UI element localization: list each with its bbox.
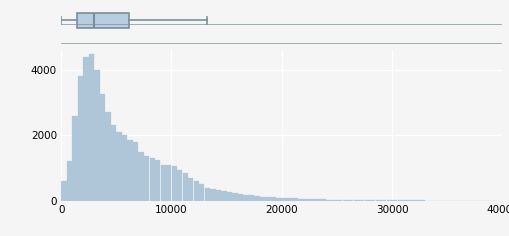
Bar	[370, 200, 375, 201]
Bar	[248, 195, 253, 201]
Bar	[358, 200, 364, 201]
Bar	[353, 200, 358, 201]
Bar	[67, 161, 72, 201]
Bar	[177, 169, 182, 201]
Bar	[254, 196, 259, 201]
PathPatch shape	[76, 13, 129, 28]
Bar	[215, 190, 220, 201]
Bar	[315, 199, 320, 201]
Bar	[94, 70, 100, 201]
Bar	[204, 188, 210, 201]
Bar	[303, 199, 308, 201]
Bar	[193, 181, 199, 201]
Bar	[72, 116, 77, 201]
Bar	[342, 200, 347, 201]
Bar	[347, 200, 353, 201]
Bar	[287, 198, 292, 201]
Bar	[210, 189, 215, 201]
Bar	[386, 200, 391, 201]
Bar	[89, 54, 94, 201]
Bar	[281, 198, 287, 201]
Bar	[110, 126, 116, 201]
Bar	[380, 200, 386, 201]
Bar	[270, 197, 276, 201]
Bar	[276, 198, 281, 201]
Bar	[188, 178, 193, 201]
Bar	[83, 57, 89, 201]
Bar	[127, 140, 132, 201]
Bar	[61, 181, 67, 201]
Bar	[325, 200, 331, 201]
Bar	[171, 166, 177, 201]
Bar	[336, 200, 342, 201]
Bar	[116, 132, 122, 201]
Bar	[155, 160, 160, 201]
Bar	[292, 198, 298, 201]
Bar	[364, 200, 369, 201]
Bar	[138, 152, 144, 201]
Bar	[100, 94, 105, 201]
Bar	[166, 165, 171, 201]
Bar	[298, 199, 303, 201]
Bar	[232, 193, 237, 201]
Bar	[227, 192, 232, 201]
Bar	[320, 199, 325, 201]
Bar	[144, 156, 149, 201]
Bar	[221, 191, 226, 201]
Bar	[259, 197, 265, 201]
Bar	[149, 158, 155, 201]
Bar	[122, 135, 127, 201]
Bar	[160, 165, 165, 201]
Bar	[199, 184, 204, 201]
Bar	[331, 200, 336, 201]
Bar	[375, 200, 380, 201]
Bar	[265, 197, 270, 201]
Bar	[105, 112, 110, 201]
Bar	[309, 199, 314, 201]
Bar	[182, 173, 188, 201]
Bar	[237, 194, 243, 201]
Bar	[78, 76, 83, 201]
Bar	[133, 142, 138, 201]
Bar	[243, 195, 248, 201]
